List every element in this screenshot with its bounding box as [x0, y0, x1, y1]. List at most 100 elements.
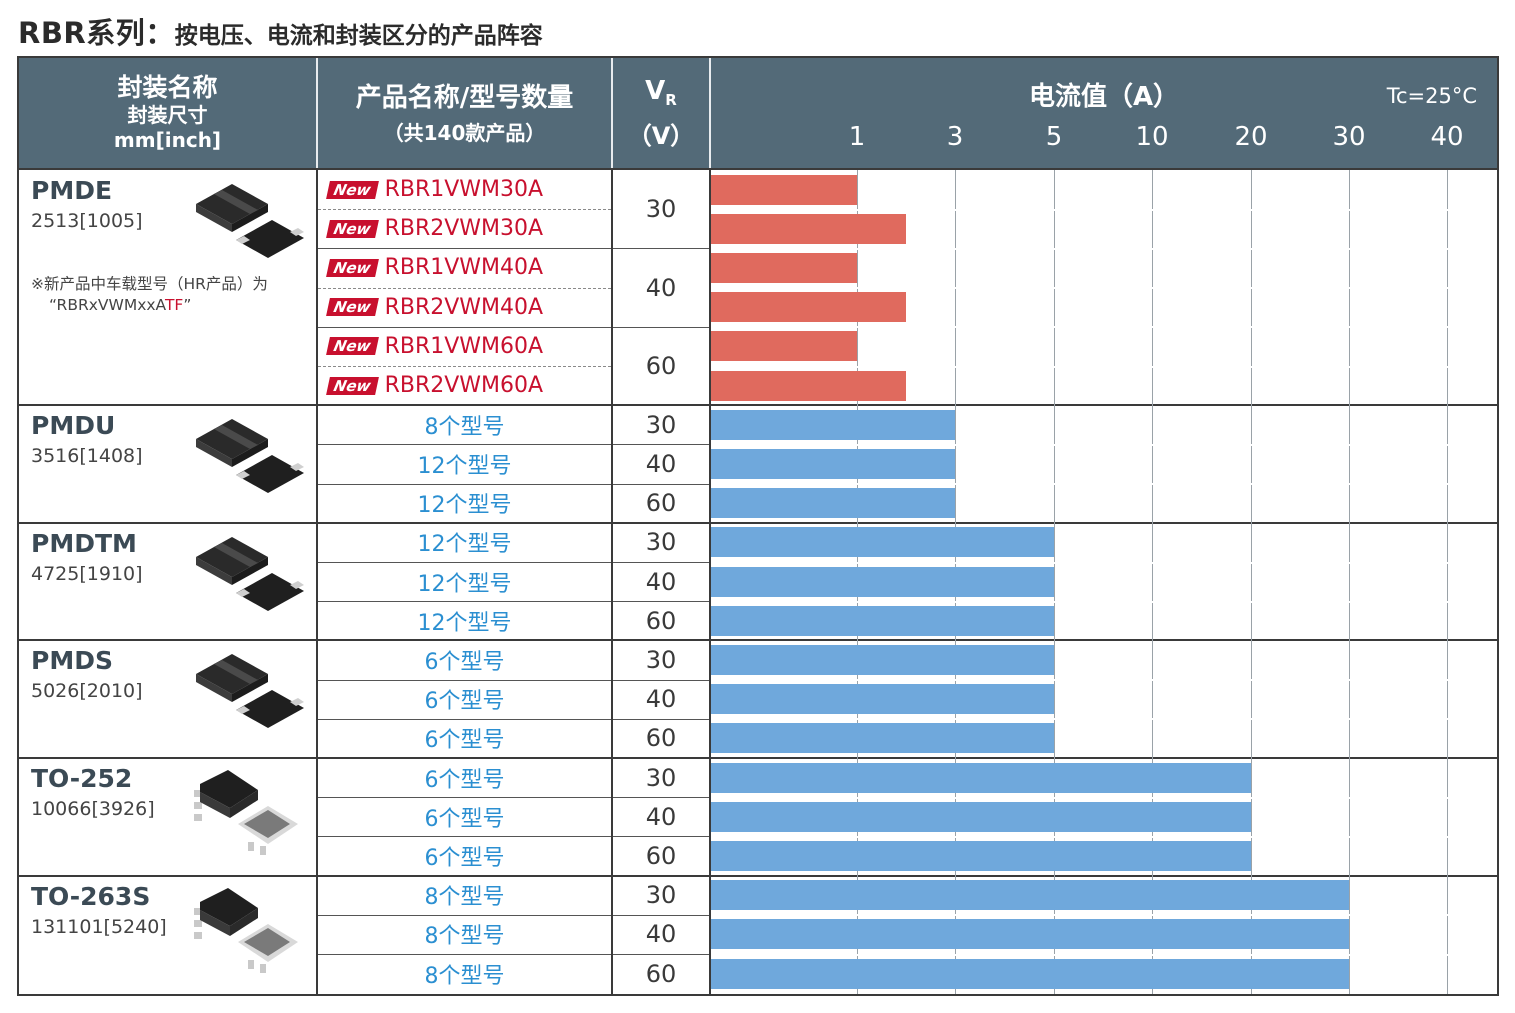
- package-size: 10066[3926]: [31, 798, 155, 820]
- row-separator: [318, 601, 709, 603]
- product-count: 8个型号: [424, 963, 505, 989]
- axis-tick-label: 3: [946, 122, 964, 152]
- product-count: 12个型号: [417, 493, 512, 519]
- row-separator: [318, 483, 709, 485]
- package-name: PMDU: [31, 411, 116, 441]
- package-size: 4725[1910]: [31, 562, 143, 585]
- current-bar: [711, 684, 1054, 715]
- row-separator: [318, 679, 709, 681]
- header-package-line: 封装尺寸: [127, 103, 208, 127]
- row-separator: [318, 797, 709, 799]
- bar-gap: [711, 287, 1497, 290]
- vr-value: 60: [645, 351, 677, 380]
- product-cell: 8个型号: [318, 405, 611, 444]
- current-bar: [711, 331, 857, 362]
- row-separator: [318, 366, 611, 367]
- package-photo: [194, 770, 298, 855]
- current-bar: [711, 449, 955, 479]
- current-bar: [711, 370, 906, 401]
- vr-separator: [318, 248, 709, 250]
- gridline: [1447, 170, 1448, 994]
- current-bar: [711, 723, 1054, 754]
- header-product-line: （共140款产品）: [383, 121, 546, 145]
- header-package-line: 封装名称: [117, 73, 218, 102]
- header-divider: [316, 58, 318, 168]
- vr-value: 30: [645, 881, 677, 910]
- vr-value: 40: [645, 449, 677, 478]
- bar-gap: [711, 443, 1497, 446]
- package-note-text: ”: [183, 296, 192, 314]
- product-cell: 6个型号: [318, 680, 611, 719]
- row-separator: [318, 718, 709, 720]
- product-cell: New RBR1VWM60A: [318, 327, 611, 366]
- product-cell: 12个型号: [318, 601, 611, 640]
- bar-gap: [711, 208, 1497, 211]
- column-divider: [611, 170, 613, 994]
- product-count: 8个型号: [424, 924, 505, 950]
- product-name: RBR1VWM60A: [384, 333, 544, 359]
- header-vr-subscript: R: [665, 91, 677, 110]
- current-bar: [711, 801, 1251, 832]
- product-count: 12个型号: [417, 453, 512, 479]
- product-count: 6个型号: [424, 806, 505, 832]
- package-note-text: “RBRxVWMxxA: [49, 296, 165, 314]
- new-badge: New: [326, 337, 379, 356]
- package-size: 131101[5240]: [31, 915, 167, 938]
- axis-tick-label: 40: [1430, 122, 1464, 152]
- bar-gap: [711, 326, 1497, 329]
- product-cell: 12个型号: [318, 562, 611, 601]
- header-vr-symbol: VR: [645, 73, 677, 118]
- product-cell: 6个型号: [318, 797, 611, 836]
- product-lineup-table: 封装名称 封装尺寸 mm[inch] 产品名称/型号数量 （共140款产品） VR （V） 电…: [17, 56, 1499, 996]
- product-cell: 12个型号: [318, 484, 611, 523]
- vr-value: 30: [645, 763, 677, 792]
- package-photo: [196, 654, 304, 729]
- row-separator: [318, 914, 709, 916]
- vr-value: 40: [645, 802, 677, 831]
- current-bar: [711, 409, 955, 440]
- current-bar: [711, 253, 857, 283]
- current-bar: [711, 958, 1349, 989]
- header-temperature-note: Tc=25°C: [1386, 84, 1477, 108]
- vr-value: 40: [645, 567, 677, 596]
- product-cell: 8个型号: [318, 915, 611, 954]
- axis-tick-label: 5: [1045, 122, 1063, 152]
- axis-tick-label: 1: [848, 122, 866, 152]
- product-cell: 6个型号: [318, 640, 611, 679]
- new-badge: New: [326, 376, 379, 395]
- new-badge: New: [326, 219, 379, 238]
- package-photo: [194, 887, 298, 973]
- package-name: TO-263S: [31, 881, 151, 911]
- product-cell: 12个型号: [318, 444, 611, 483]
- row-separator: [318, 444, 709, 446]
- header-divider: [709, 58, 711, 168]
- package-note: ※新产品中车载型号（HR产品）为 “RBRxVWMxxATF”: [31, 274, 268, 316]
- vr-value: 60: [645, 841, 677, 870]
- header-divider: [611, 58, 613, 168]
- current-bar: [711, 645, 1054, 675]
- product-count: 12个型号: [417, 532, 512, 558]
- column-divider: [709, 170, 711, 994]
- package-note-highlight: TF: [164, 296, 184, 314]
- product-name: RBR2VWM40A: [384, 294, 544, 320]
- page-title-main: RBR系列：: [18, 16, 175, 50]
- product-count: 6个型号: [424, 728, 505, 754]
- vr-value: 40: [645, 273, 677, 302]
- package-name: PMDE: [31, 176, 113, 205]
- bar-gap: [711, 796, 1497, 799]
- row-separator: [318, 209, 611, 211]
- column-divider: [316, 170, 318, 994]
- product-cell: 8个型号: [318, 954, 611, 993]
- current-bar: [711, 605, 1054, 636]
- new-badge: New: [326, 258, 379, 277]
- current-bar: [711, 527, 1054, 558]
- product-cell: 6个型号: [318, 758, 611, 797]
- header-product-line: 产品名称/型号数量: [355, 83, 574, 113]
- row-separator: [318, 836, 709, 838]
- package-size: 5026[2010]: [31, 680, 143, 703]
- current-bar: [711, 919, 1349, 950]
- product-count: 6个型号: [424, 689, 505, 715]
- gridline: [1251, 170, 1252, 994]
- header-current-title: 电流值（A）: [1028, 82, 1180, 112]
- package-size: 2513[1005]: [31, 210, 143, 232]
